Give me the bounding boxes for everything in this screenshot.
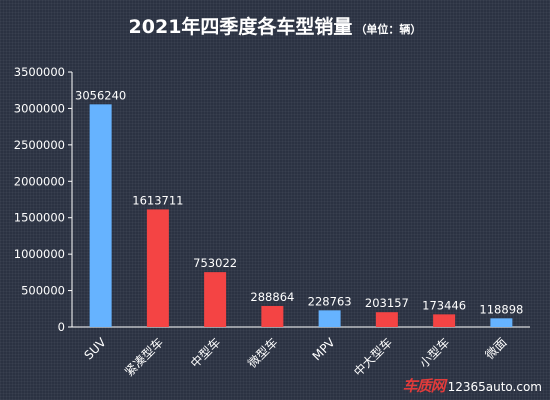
y-tick-label: 1500000 (14, 211, 65, 225)
x-tick-label: 微面 (483, 335, 510, 362)
watermark-logo: 车质网 (402, 377, 446, 395)
x-tick-label: 小型车 (416, 335, 452, 371)
y-tick-label: 2500000 (14, 138, 65, 152)
y-tick-label: 3500000 (14, 65, 65, 79)
y-tick-label: 2000000 (14, 174, 65, 188)
data-label: 118898 (479, 302, 523, 316)
data-label: 228763 (308, 294, 352, 308)
data-label: 173446 (422, 298, 466, 312)
chart-title-main: 2021年四季度各车型销量 (128, 16, 353, 38)
data-label: 3056240 (75, 88, 126, 102)
bar-0 (89, 104, 112, 327)
bar-3 (261, 305, 284, 327)
x-tick-label: 微型车 (244, 335, 280, 371)
bar-2 (204, 272, 227, 327)
x-tick-label: 中大型车 (350, 335, 395, 380)
y-tick-label: 500000 (21, 284, 65, 298)
x-tick-label: SUV (81, 335, 109, 363)
data-label: 1613711 (132, 193, 183, 207)
x-tick-label: MPV (310, 335, 339, 364)
data-label: 288864 (250, 290, 294, 304)
data-label: 753022 (193, 256, 237, 270)
chart-title: 2021年四季度各车型销量 （单位：辆） (0, 12, 550, 39)
y-tick-label: 1000000 (14, 247, 65, 261)
watermark: 车质网 12365auto.com (403, 375, 542, 396)
y-tick-label: 0 (58, 320, 65, 334)
chart-title-unit: （单位：辆） (355, 23, 422, 36)
watermark-url: 12365auto.com (447, 380, 542, 394)
y-tick-label: 3000000 (14, 101, 65, 115)
bar-5 (375, 312, 398, 327)
data-label: 203157 (365, 296, 409, 310)
bar-7 (490, 318, 513, 327)
bar-6 (433, 314, 456, 327)
x-tick-label: 紧凑型车 (121, 335, 166, 380)
bar-1 (146, 209, 169, 327)
bar-4 (318, 310, 341, 327)
x-tick-label: 中型车 (187, 335, 223, 371)
